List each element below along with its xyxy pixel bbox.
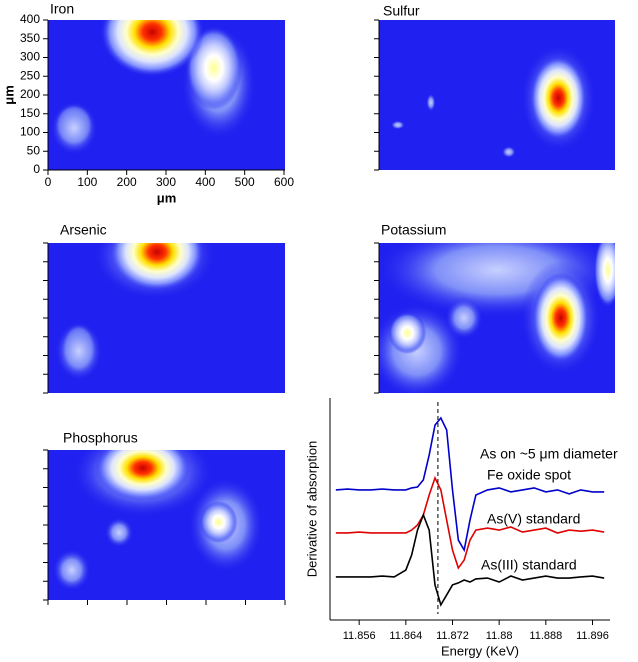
map-blob: [52, 549, 91, 591]
map-title: Arsenic: [60, 222, 107, 238]
series-label: Fe oxide spot: [487, 467, 571, 483]
series-label: As on ~5 μm diameter: [480, 446, 618, 462]
map-image: [48, 20, 285, 170]
map-image: [48, 243, 285, 393]
map-blob: [390, 120, 405, 130]
y-axis-label: Derivative of absorption: [304, 441, 319, 578]
map-blob: [426, 93, 436, 112]
y-tick-label: 350: [20, 31, 40, 45]
x-tick-label: 11.888: [529, 630, 562, 642]
map-title: Iron: [50, 1, 74, 17]
x-tick-label: 11.864: [389, 630, 422, 642]
x-tick-label: 11.88: [486, 630, 513, 642]
series-label: As(III) standard: [481, 557, 577, 573]
map-title: Phosphorus: [63, 430, 138, 446]
map-panel: Sulfur: [374, 3, 615, 171]
map-image: [379, 20, 615, 170]
map-blob: [50, 101, 98, 155]
series-label: As(V) standard: [487, 511, 580, 527]
x-tick-label: 400: [195, 175, 215, 189]
x-tick-label: 0: [45, 175, 52, 189]
y-tick-label: 0: [33, 162, 40, 176]
y-tick-label: 100: [20, 125, 40, 139]
map-blob: [100, 20, 205, 77]
y-tick-label: 50: [27, 143, 41, 157]
map-blob: [532, 273, 590, 363]
y-tick-label: 200: [20, 87, 40, 101]
x-axis-label: Energy (KeV): [441, 643, 519, 658]
map-blob: [593, 243, 615, 308]
y-tick-label: 250: [20, 68, 40, 82]
x-tick-label: 11.872: [436, 630, 469, 642]
x-tick-label: 500: [235, 175, 255, 189]
x-tick-label: 100: [77, 175, 97, 189]
y-tick-label: 400: [20, 12, 40, 26]
y-tick-label: 150: [20, 106, 40, 120]
map-blob: [109, 243, 205, 291]
spectrum-line: [335, 475, 605, 570]
map-blob: [501, 146, 516, 158]
map-panel: Arsenic: [43, 222, 285, 394]
map-blob: [199, 501, 238, 543]
map-panel: Phosphorus: [43, 430, 286, 605]
x-tick-label: 600: [274, 175, 294, 189]
x-tick-label: 11.896: [576, 630, 609, 642]
map-blob: [55, 321, 103, 381]
map-blob: [95, 450, 191, 501]
x-tick-label: 300: [156, 175, 176, 189]
map-blob: [530, 56, 587, 140]
x-tick-label: 200: [117, 175, 137, 189]
map-title: Potassium: [381, 222, 446, 238]
map-panel: Potassium: [374, 222, 615, 394]
x-tick-label: 11.856: [343, 630, 376, 642]
y-tick-label: 300: [20, 50, 40, 64]
map-blob: [104, 517, 134, 548]
y-axis-label: μm: [1, 85, 16, 105]
map-image: [48, 450, 285, 600]
spectrum-line: [335, 416, 605, 553]
x-axis-label: μm: [157, 190, 177, 205]
spectrum-line: [335, 512, 605, 607]
map-blob: [445, 297, 483, 339]
map-title: Sulfur: [383, 3, 420, 19]
map-image: [379, 243, 615, 393]
map-panel: Iron 0 50 100 150 200 250 300 350 400 0 100 200 300 40…: [1, 1, 294, 206]
map-blob: [388, 312, 427, 354]
